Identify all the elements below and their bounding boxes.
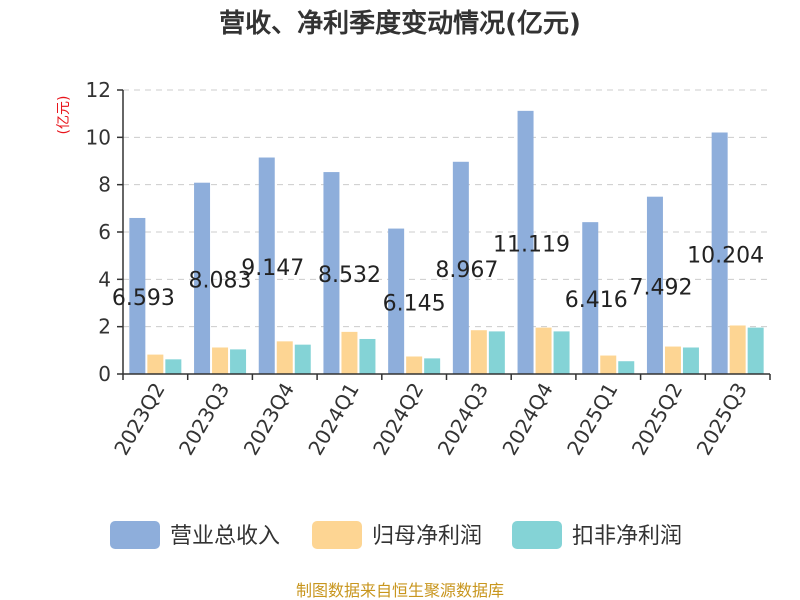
legend-label: 营业总收入 [170, 524, 280, 549]
x-tick-label: 2024Q1 [303, 379, 363, 460]
bar-1 [258, 157, 275, 374]
data-label: 8.532 [318, 263, 381, 288]
bar-3 [553, 331, 570, 374]
y-tick-labels: 0 2 4 6 8 10 12 [86, 78, 123, 386]
bar-3 [230, 349, 247, 374]
y-tick-label: 0 [98, 362, 111, 386]
bar-1 [517, 110, 534, 374]
bar-1 [646, 196, 663, 374]
y-tick-label: 2 [98, 315, 111, 339]
bar-2 [406, 356, 423, 374]
bar-1 [582, 222, 599, 374]
bar-3 [618, 361, 635, 374]
data-label: 6.416 [565, 288, 628, 313]
legend-swatch [312, 521, 362, 549]
bar-2 [470, 330, 487, 374]
bar-3 [294, 344, 311, 374]
bars [129, 110, 764, 374]
bar-1 [323, 172, 340, 374]
y-axis-label: (亿元) [56, 96, 72, 135]
bar-3 [682, 347, 699, 374]
y-tick-label: 8 [98, 173, 111, 197]
bar-1 [711, 132, 728, 374]
y-tick-label: 10 [86, 125, 111, 149]
data-label: 8.967 [435, 258, 498, 283]
x-tick-label: 2025Q2 [627, 379, 687, 460]
bar-2 [276, 341, 293, 374]
x-tick-label: 2023Q2 [109, 379, 169, 460]
bar-1 [194, 182, 211, 374]
data-label: 11.119 [493, 232, 570, 257]
x-tick-label: 2023Q4 [239, 379, 299, 460]
bar-2 [729, 325, 746, 374]
chart-title: 营收、净利季度变动情况(亿元) [219, 8, 581, 39]
bar-3 [359, 338, 376, 374]
x-tick-label: 2024Q4 [497, 379, 557, 460]
bar-2 [600, 355, 617, 374]
x-tick-label: 2024Q3 [433, 378, 493, 459]
legend-swatch [110, 521, 160, 549]
x-tick-label: 2024Q2 [368, 379, 428, 460]
legend-swatch [512, 521, 562, 549]
bar-3 [165, 359, 182, 374]
legend-label: 扣非净利润 [572, 524, 682, 549]
bar-2 [147, 354, 164, 374]
bar-1 [129, 217, 146, 374]
data-label: 8.083 [189, 268, 252, 293]
data-label: 6.145 [383, 291, 446, 316]
footer-source: 制图数据来自恒生聚源数据库 [296, 581, 504, 600]
x-tick-label: 2023Q3 [174, 379, 234, 460]
bar-1 [388, 228, 405, 374]
legend-label: 归母净利润 [372, 524, 482, 549]
y-tick-label: 12 [86, 78, 111, 102]
x-tick-label: 2025Q3 [692, 379, 752, 460]
bar-3 [747, 327, 764, 374]
bar-2 [664, 346, 681, 374]
bar-2 [535, 327, 552, 374]
bar-2 [341, 331, 358, 374]
legend: 营业总收入 归母净利润 扣非净利润 [110, 521, 682, 549]
bar-1 [452, 161, 469, 374]
bar-2 [212, 347, 229, 374]
x-tick-labels: 2023Q2 2023Q3 2023Q4 2024Q1 2024Q2 2024Q3 2024… [109, 374, 771, 460]
bar-3 [488, 331, 505, 374]
bar-3 [424, 358, 441, 374]
data-label: 10.204 [687, 243, 764, 268]
x-tick-label: 2025Q1 [562, 379, 622, 460]
data-label: 7.492 [629, 275, 692, 300]
data-label: 6.593 [112, 286, 175, 311]
y-tick-label: 4 [98, 267, 111, 291]
data-label: 9.147 [241, 256, 304, 281]
y-tick-label: 6 [98, 220, 111, 244]
